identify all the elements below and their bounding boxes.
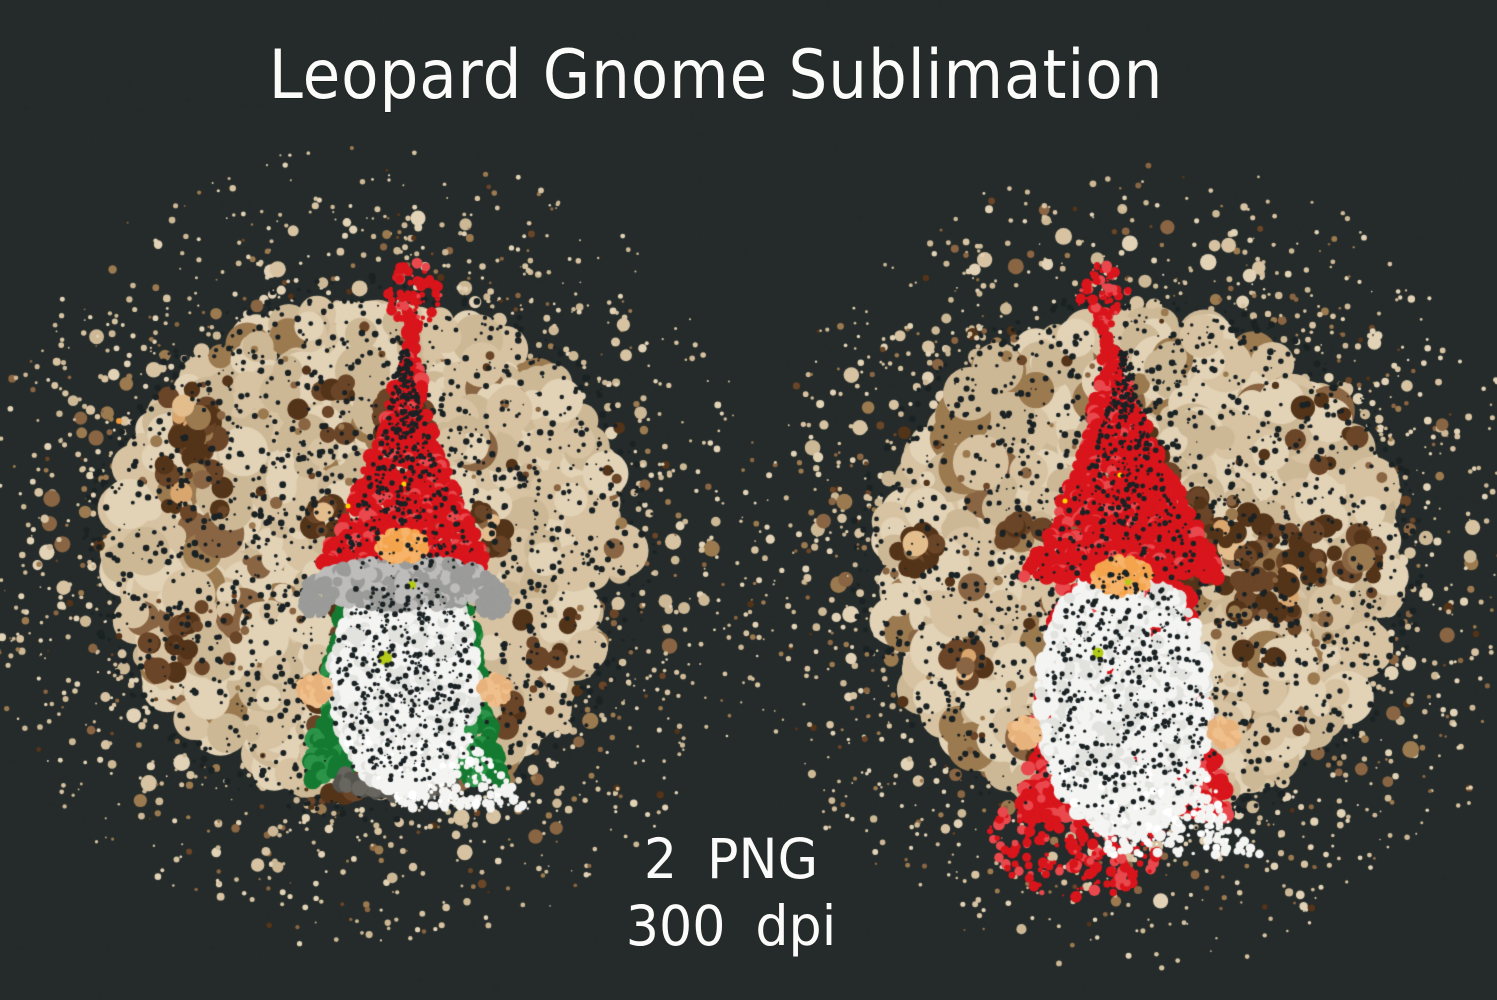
- resolution-text: 300 dpi: [625, 894, 837, 959]
- page-title: Leopard Gnome Sublimation: [268, 36, 1164, 115]
- file-info: 2 PNG 300 dpi: [626, 826, 836, 960]
- file-count-text: 2 PNG: [643, 827, 819, 891]
